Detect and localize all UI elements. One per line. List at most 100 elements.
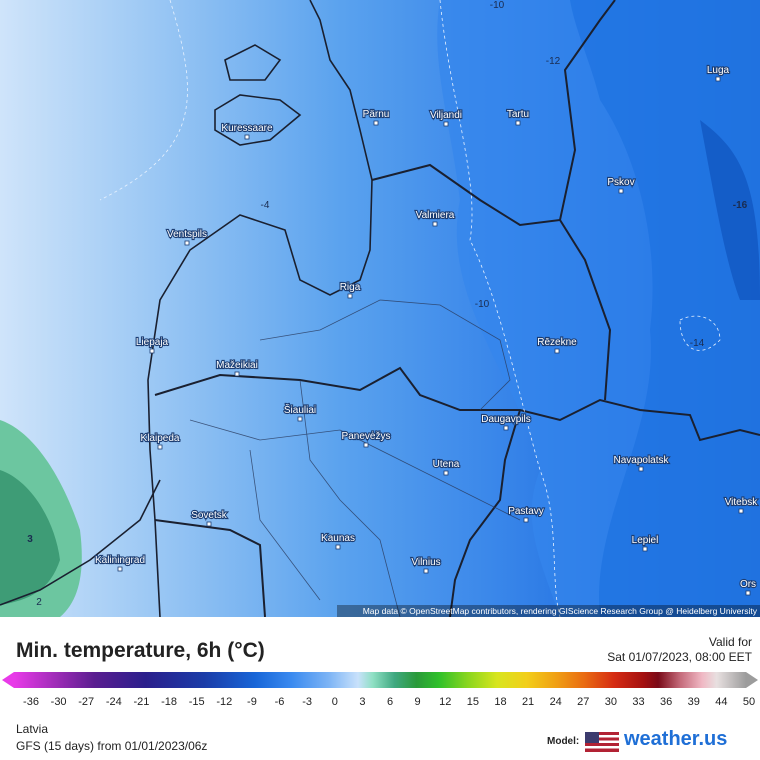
city-label: Luga [707, 65, 730, 76]
colorbar-tick-label: 24 [549, 696, 562, 708]
city-dot [745, 590, 751, 596]
colorbar-tick-label: 3 [359, 696, 366, 708]
city-dot [157, 444, 163, 450]
city-dot [515, 120, 521, 126]
colorbar-tick-label: 33 [632, 696, 645, 708]
city-dot [738, 508, 744, 514]
colorbar-tick-label: 50 [742, 696, 756, 708]
city-dot [432, 221, 438, 227]
valid-time: Sat 01/07/2023, 08:00 EET [607, 650, 752, 664]
colorbar-tick-label: -12 [216, 696, 233, 708]
city-label: Ventspils [167, 229, 207, 240]
city-label: Vitebsk [725, 497, 759, 508]
city-label: Pärnu [363, 109, 390, 120]
city-dot [715, 76, 721, 82]
city-label: Pastavy [508, 506, 544, 517]
city-dot [117, 566, 123, 572]
city-dot [206, 521, 212, 527]
map: Map data © OpenStreetMap contributors, r… [0, 0, 760, 617]
city-dot [554, 348, 560, 354]
city-dot [244, 134, 250, 140]
city-label: Mažeikiai [216, 360, 258, 371]
contour-label: 3 [27, 534, 33, 545]
brand: weather.us [624, 728, 728, 750]
city-label: Panevėžys [342, 431, 391, 442]
colorbar-tick-label: 39 [687, 696, 700, 708]
city-label: Valmiera [416, 210, 455, 221]
isotherms [99, 0, 721, 617]
region: Latvia [16, 722, 49, 736]
city-label: Liepaja [136, 337, 169, 348]
city-label: Utena [433, 459, 460, 470]
coastline [0, 0, 373, 617]
city-dot [642, 546, 648, 552]
colorbar-tick-label: 21 [521, 696, 535, 708]
city-label: Kaliningrad [95, 555, 145, 566]
city-label: Sovetsk [191, 510, 228, 521]
city-label: Rēzekne [537, 337, 577, 348]
city-label: Klaipeda [141, 433, 180, 444]
contour-label: -12 [546, 56, 561, 67]
colorbar-tick-label: 30 [604, 696, 618, 708]
contour-label: 2 [36, 597, 42, 608]
city-dot [347, 293, 353, 299]
colorbar-tick-label: 18 [494, 696, 507, 708]
city-label: Vilnius [411, 557, 440, 568]
city-label: Pskov [607, 177, 634, 188]
colorbar-tick-label: -27 [78, 696, 95, 708]
colorbar-tick-label: -3 [302, 696, 313, 708]
colorbar-tick-label: -21 [133, 696, 150, 708]
city-label: Ors [740, 579, 756, 590]
city-label: Šiauliai [284, 403, 316, 416]
contour-label: -4 [261, 200, 270, 211]
colorbar-tick-label: 36 [660, 696, 673, 708]
city-dot [423, 568, 429, 574]
city-dot [503, 425, 509, 431]
warm-core [0, 470, 60, 605]
model-run: GFS (15 days) from 01/01/2023/06z [16, 739, 208, 753]
district-lines [189, 299, 521, 617]
city-dot [443, 470, 449, 476]
contour-label: -14 [690, 338, 705, 349]
contour-label: -10 [475, 299, 490, 310]
colorbar-tick-label: 12 [439, 696, 452, 708]
city-label: Viljandi [430, 110, 462, 121]
info-panel: Min. temperature, 6h (°C) Valid for Sat … [0, 617, 760, 760]
colorbar-tick-label: -36 [23, 696, 39, 708]
city-dot [297, 416, 303, 422]
city-dot [234, 371, 240, 377]
city-label: Riga [340, 282, 361, 293]
city-dot [149, 348, 155, 354]
city-dot [638, 466, 644, 472]
model-label: Model: [547, 736, 580, 747]
colorbar-tick-label: -6 [274, 696, 285, 708]
colorbar-ticks: -36 -30 -27 -24 -21 -18 -15 -12 -9 -6 -3 0 3 6 9 12 15 18… [0, 696, 760, 710]
colorbar-tick-label: -24 [105, 696, 122, 708]
city-dot [363, 442, 369, 448]
city-dot [523, 517, 529, 523]
city-label: Daugavpils [481, 414, 530, 425]
city-dot [373, 120, 379, 126]
colorbar-tick-label: -9 [247, 696, 257, 708]
city-label: Navapolatsk [613, 455, 669, 466]
contour-label: -16 [733, 200, 748, 211]
colorbar-tick-label: 27 [577, 696, 590, 708]
colorbar-tick-label: 9 [414, 696, 421, 708]
borders [154, 0, 760, 617]
title: Min. temperature, 6h (°C) [16, 639, 265, 662]
colorbar-tick-label: 44 [715, 696, 728, 708]
city-dot [184, 240, 190, 246]
coldest-zone [700, 120, 760, 300]
colorbar-tick-label: 0 [331, 696, 338, 708]
city-label: Lepiel [632, 535, 659, 546]
colorbar-arrows [2, 672, 758, 688]
city-dot [618, 188, 624, 194]
colorbar [14, 672, 746, 688]
colorbar-tick-label: 6 [386, 696, 394, 708]
flag-icon [585, 732, 619, 752]
colorbar-tick-label: 15 [466, 696, 479, 708]
attribution-bg [337, 605, 760, 617]
city-label: Tartu [507, 109, 529, 120]
city-label: Kaunas [321, 533, 355, 544]
city-label: Kuressaare [221, 123, 273, 134]
